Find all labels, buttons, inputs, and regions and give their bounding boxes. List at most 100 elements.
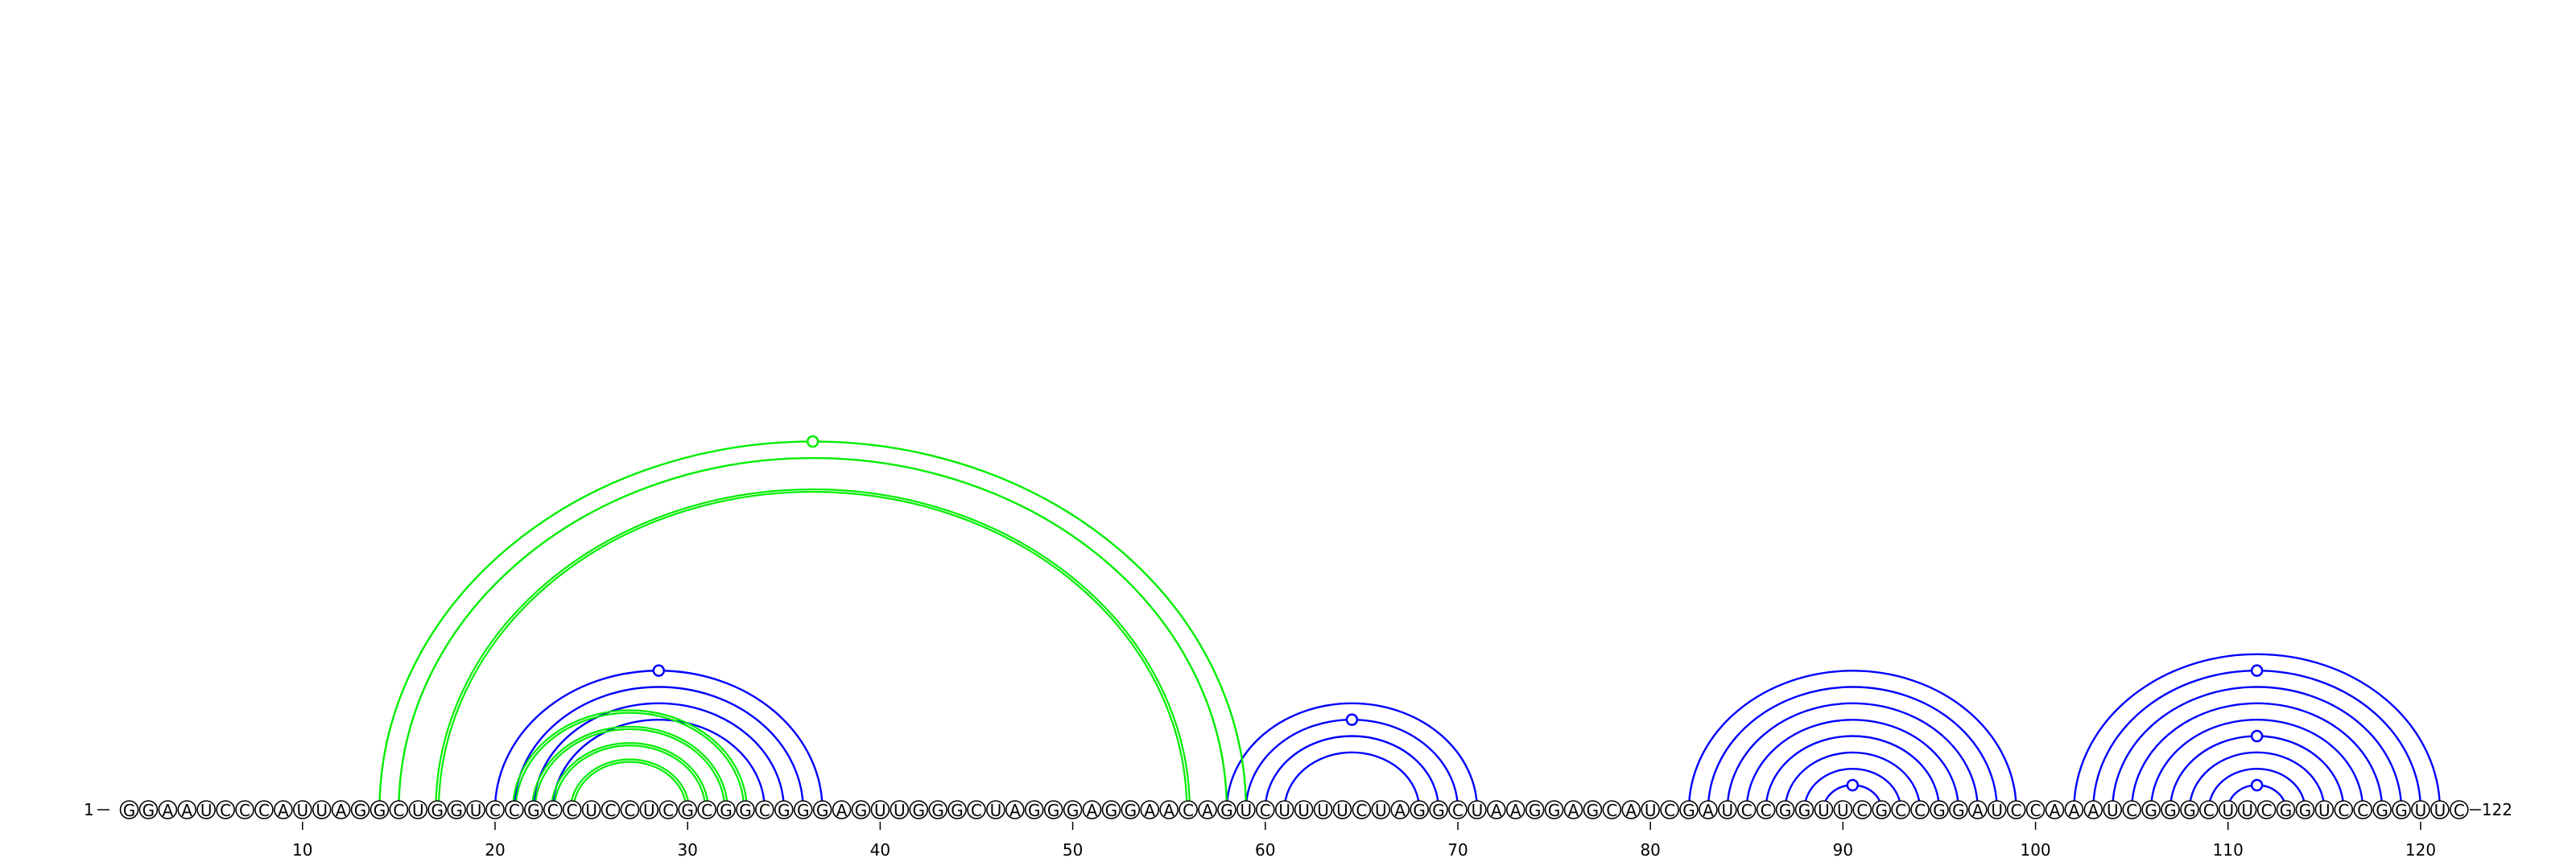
hairpin-marker-blue-110-113 xyxy=(2250,778,2264,792)
nucleotide-87: G xyxy=(1775,800,1795,820)
nucleotide-circle-90 xyxy=(1833,800,1853,819)
nucleotide-circle-27 xyxy=(620,800,640,819)
nucleotide-letter-33: G xyxy=(739,801,752,820)
nucleotide-77: G xyxy=(1583,800,1603,820)
nucleotide-25: U xyxy=(581,800,601,820)
nucleotide-letter-83: A xyxy=(1703,801,1714,820)
nucleotide-letter-97: A xyxy=(1972,801,1984,820)
nucleotide-circle-5 xyxy=(196,800,216,819)
nucleotide-circle-44 xyxy=(947,800,967,819)
nucleotide-letter-106: G xyxy=(2145,801,2157,820)
nucleotide-circle-111 xyxy=(2237,800,2257,819)
nucleotide-circle-32 xyxy=(716,800,736,819)
hairpin-marker-blue-103-120 xyxy=(2250,664,2264,677)
nucleotide-39: G xyxy=(851,800,871,820)
nucleotide-letter-2: G xyxy=(142,801,155,820)
nucleotide-letter-10: U xyxy=(296,801,308,820)
arc-blue-60-69 xyxy=(1264,735,1440,811)
nucleotide-letter-121: U xyxy=(2434,801,2446,820)
hairpin-marker-blue-107-116 xyxy=(2250,729,2264,743)
tick-label-90: 90 xyxy=(1833,840,1853,858)
nucleotide-99: C xyxy=(2006,800,2026,820)
nucleotide-circle-7 xyxy=(235,800,254,819)
arc-green-23-31-outer xyxy=(550,742,709,811)
nucleotide-letter-17: G xyxy=(431,801,444,820)
nucleotide-letter-37: G xyxy=(816,801,829,820)
nucleotide-letter-101: A xyxy=(2050,801,2061,820)
nucleotide-82: G xyxy=(1679,800,1699,820)
nucleotide-letter-56: C xyxy=(1183,801,1194,820)
arc-blue-107-116 xyxy=(2169,735,2345,811)
nucleotide-letter-52: G xyxy=(1105,801,1118,820)
nucleotide-letter-111: U xyxy=(2241,801,2253,820)
nucleotide-letter-48: G xyxy=(1028,801,1041,820)
nucleotide-circle-18 xyxy=(447,800,466,819)
nucleotide-letter-57: A xyxy=(1202,801,1213,820)
nucleotide-letter-15: C xyxy=(393,801,404,820)
nucleotide-letter-112: C xyxy=(2261,801,2273,820)
nucleotide-letter-79: A xyxy=(1625,801,1637,820)
nucleotide-letter-117: C xyxy=(2357,801,2368,820)
nucleotide-30: G xyxy=(678,800,697,820)
nucleotide-circle-92 xyxy=(1872,800,1892,819)
nucleotide-letter-34: C xyxy=(759,801,770,820)
arc-green-15-58 xyxy=(398,456,1228,811)
nucleotide-letter-100: C xyxy=(2030,801,2041,820)
nucleotide-letter-16: U xyxy=(412,801,424,820)
nucleotide-69: G xyxy=(1429,800,1448,820)
nucleotide-8: C xyxy=(254,800,274,820)
nucleotide-72: A xyxy=(1487,800,1506,820)
nucleotide-10: U xyxy=(292,800,312,820)
nucleotide-circle-17 xyxy=(427,800,448,819)
nucleotide-68: G xyxy=(1410,800,1429,820)
nucleotide-circle-72 xyxy=(1487,800,1506,819)
nucleotide-circle-79 xyxy=(1621,800,1641,819)
nucleotide-circle-33 xyxy=(736,800,755,819)
arc-blue-23-34 xyxy=(551,718,766,811)
arc-blue-85-96 xyxy=(1745,718,1960,811)
arc-blue-61-68 xyxy=(1283,751,1421,811)
tick-label-70: 70 xyxy=(1447,840,1468,858)
hairpin-marker-blue-20-37 xyxy=(652,664,666,677)
nucleotide-circle-76 xyxy=(1563,800,1583,819)
nucleotide-circle-53 xyxy=(1121,800,1141,819)
arc-blue-105-118 xyxy=(2130,702,2384,811)
nucleotide-circle-115 xyxy=(2314,800,2334,819)
nucleotide-letter-105: C xyxy=(2126,801,2137,820)
nucleotide-letter-36: G xyxy=(797,801,810,820)
nucleotide-11: U xyxy=(312,800,332,820)
nucleotide-40: U xyxy=(870,800,890,820)
tick-label-40: 40 xyxy=(870,840,890,858)
nucleotide-86: C xyxy=(1756,800,1776,820)
nucleotide-circle-87 xyxy=(1775,800,1795,819)
nucleotide-38: A xyxy=(832,800,852,820)
nucleotide-letter-11: U xyxy=(316,801,328,820)
nucleotide-letter-24: C xyxy=(567,801,578,820)
nucleotide-circle-11 xyxy=(312,800,332,819)
nucleotide-circle-105 xyxy=(2122,800,2141,819)
nucleotide-94: C xyxy=(1910,800,1930,820)
nucleotide-letter-70: C xyxy=(1452,801,1463,820)
nucleotide-circle-31 xyxy=(697,800,716,819)
nucleotide-letter-25: U xyxy=(585,801,597,820)
nucleotide-96: G xyxy=(1949,800,1968,820)
nucleotide-letter-49: G xyxy=(1047,801,1060,820)
nucleotide-61: U xyxy=(1274,800,1294,820)
nucleotide-letter-94: C xyxy=(1914,801,1926,820)
nucleotide-53: G xyxy=(1121,800,1141,820)
nucleotide-24: C xyxy=(562,800,582,820)
nucleotide-letter-72: A xyxy=(1491,801,1502,820)
arc-green-24-30-outer xyxy=(569,758,691,811)
nucleotide-letter-21: C xyxy=(509,801,520,820)
nucleotide-letter-43: G xyxy=(931,801,944,820)
nucleotide-52: G xyxy=(1101,800,1121,820)
nucleotide-letter-87: G xyxy=(1779,801,1792,820)
nucleotide-3: A xyxy=(158,800,178,820)
nucleotide-letter-102: A xyxy=(2069,801,2080,820)
nucleotide-circle-15 xyxy=(389,800,409,819)
nucleotide-letter-35: G xyxy=(778,801,791,820)
nucleotide-circle-97 xyxy=(1968,800,1988,819)
nucleotide-circle-34 xyxy=(755,800,774,819)
nucleotide-circle-57 xyxy=(1198,800,1217,819)
